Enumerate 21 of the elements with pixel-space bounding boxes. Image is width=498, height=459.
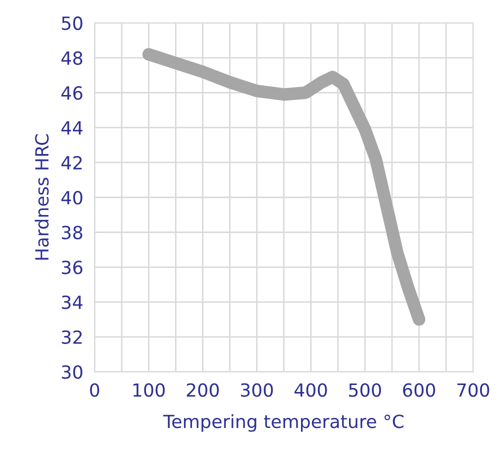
y-tick-label: 30 xyxy=(62,365,82,379)
x-tick-label: 200 xyxy=(186,383,219,397)
x-tick-label: 700 xyxy=(457,383,490,397)
x-tick-label: 400 xyxy=(294,383,327,397)
y-tick-label: 42 xyxy=(61,156,82,170)
y-tick-label: 44 xyxy=(61,121,82,134)
y-tick-label: 46 xyxy=(61,86,82,100)
y-tick-label: 32 xyxy=(62,330,82,344)
y-tick-label: 48 xyxy=(61,51,82,65)
y-tick-label: 38 xyxy=(62,226,82,240)
x-tick-label: 100 xyxy=(133,383,165,397)
x-tick-label: 300 xyxy=(240,383,273,397)
x-axis-title: Tempering temperature °C xyxy=(163,414,404,432)
y-tick-label: 34 xyxy=(62,295,82,310)
y-axis-title: Hardness HRC xyxy=(34,134,49,260)
x-tick-label: 600 xyxy=(403,383,436,397)
y-tick-label: 40 xyxy=(61,190,82,204)
y-tick-label: 50 xyxy=(62,16,82,30)
x-tick-label: 500 xyxy=(349,383,381,397)
y-tick-label: 36 xyxy=(62,260,82,274)
x-tick-label: 0 xyxy=(90,383,100,397)
